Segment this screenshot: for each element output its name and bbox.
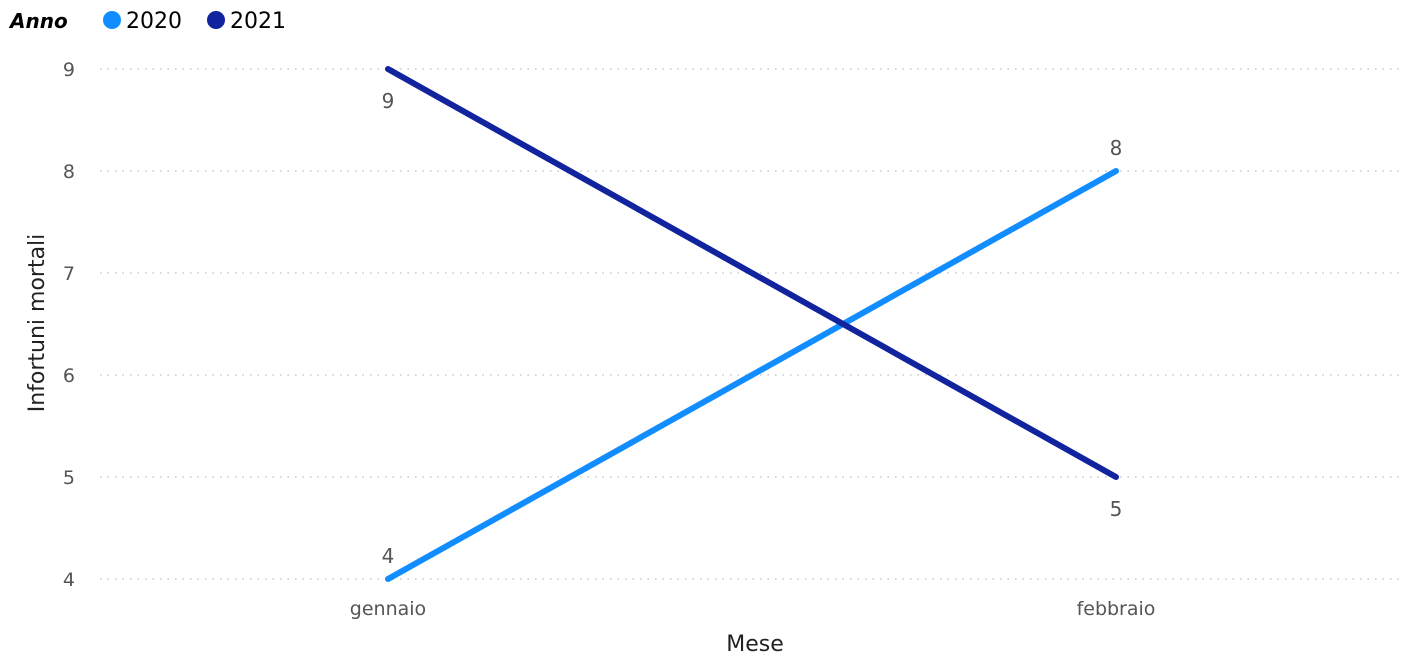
y-tick-label-4: 4	[63, 569, 75, 591]
legend-marker-2021	[207, 11, 225, 29]
series-layer	[385, 66, 1119, 582]
series-line-2021	[385, 66, 1119, 480]
y-axis-ticks: 4 5 6 7 8 9	[63, 59, 75, 591]
y-tick-label-7: 7	[63, 263, 75, 285]
legend-title: Anno	[8, 9, 68, 33]
data-label-2021-febbraio: 5	[1110, 497, 1123, 521]
x-axis-title: Mese	[726, 632, 784, 655]
y-tick-label-6: 6	[63, 365, 75, 387]
legend: Anno 2020 2021	[8, 9, 286, 34]
legend-label-2020: 2020	[126, 9, 182, 34]
y-axis-title: Infortuni mortali	[25, 234, 50, 413]
x-tick-label-gennaio: gennaio	[350, 598, 426, 620]
x-tick-label-febbraio: febbraio	[1077, 598, 1156, 620]
legend-label-2021: 2021	[230, 9, 286, 34]
data-label-2021-gennaio: 9	[382, 89, 395, 113]
y-tick-label-8: 8	[63, 161, 75, 183]
y-tick-label-5: 5	[63, 467, 75, 489]
gridlines	[100, 68, 1400, 580]
series-line-2020	[385, 168, 1119, 582]
y-tick-label-9: 9	[63, 59, 75, 81]
legend-marker-2020	[103, 11, 121, 29]
x-axis-ticks: gennaio febbraio	[350, 598, 1156, 620]
data-label-2020-febbraio: 8	[1110, 136, 1123, 160]
data-labels: 4 8 9 5	[382, 89, 1123, 568]
data-label-2020-gennaio: 4	[382, 544, 395, 568]
